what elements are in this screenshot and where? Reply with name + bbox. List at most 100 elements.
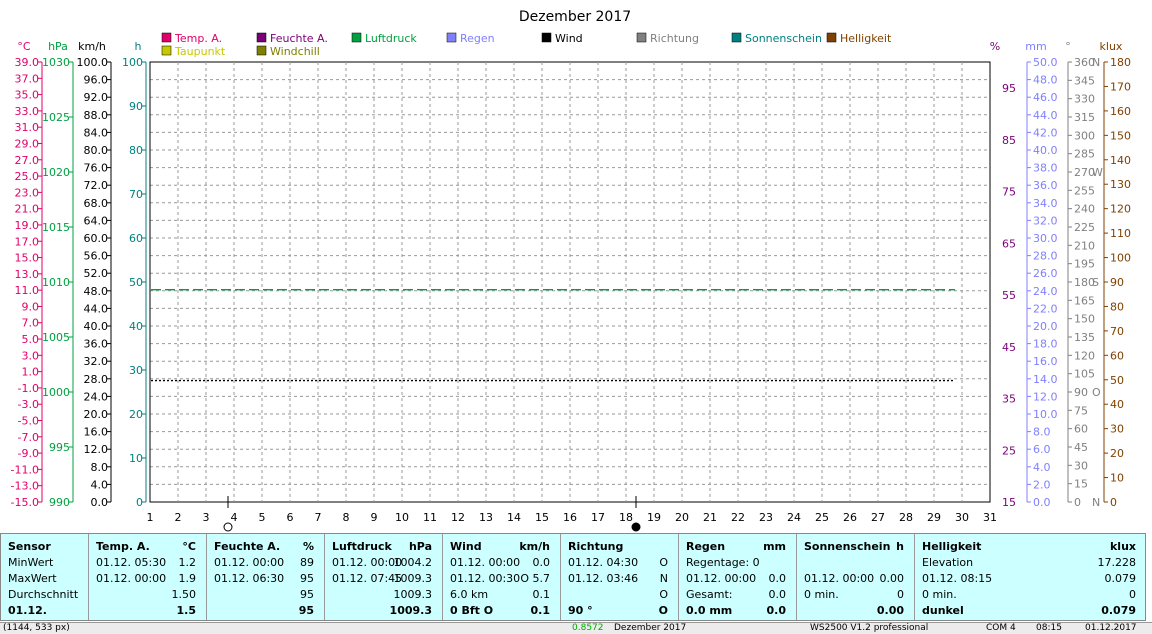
axis-unit-brightness: klux xyxy=(1100,40,1123,53)
axis-tick-label-brightness: 160 xyxy=(1110,105,1131,118)
stats-cell: 01.12. 06:30 xyxy=(214,572,285,585)
stats-column: Luftdruck hPa 01.12. 00:00 1004.2 01.12. 07:… xyxy=(325,534,443,620)
legend-label: Feuchte A. xyxy=(270,32,328,45)
legend-swatch xyxy=(351,32,362,43)
x-tick-label: 25 xyxy=(815,511,829,524)
stats-unit: km/h xyxy=(519,540,550,553)
axis-tick-label-wind: 64.0 xyxy=(84,214,109,227)
axis-cardinal-label: S xyxy=(1092,276,1099,289)
stats-value: 0.079 xyxy=(1104,572,1137,585)
axis-tick-label-brightness: 110 xyxy=(1110,227,1131,240)
x-tick-label: 20 xyxy=(675,511,689,524)
axis-tick-label-direction: 45 xyxy=(1074,441,1088,454)
stats-value: 1009.3 xyxy=(393,588,433,601)
legend-swatch xyxy=(256,45,267,56)
axis-tick-label-brightness: 120 xyxy=(1110,203,1131,216)
axis-tick-label-direction: 165 xyxy=(1074,294,1095,307)
axis-tick-label-direction: 90 xyxy=(1074,386,1088,399)
axis-tick-label-brightness: 150 xyxy=(1110,129,1131,142)
stats-cell: 01.12. 05:30 xyxy=(96,556,167,569)
axis-tick-label-humidity: 75 xyxy=(1002,186,1016,199)
axis-tick-label-temp: 3.0 xyxy=(22,349,40,362)
x-tick-label: 5 xyxy=(259,511,266,524)
axis-tick-label-rain: 40.0 xyxy=(1033,144,1058,157)
axis-tick-label-rain: 18.0 xyxy=(1033,338,1058,351)
axis-tick-label-rain: 22.0 xyxy=(1033,302,1058,315)
axis-tick-label-temp: 1.0 xyxy=(22,366,40,379)
axis-tick-label-rain: 46.0 xyxy=(1033,91,1058,104)
stats-header: Sensor xyxy=(8,540,51,553)
axis-cardinal-label: W xyxy=(1092,166,1103,179)
axis-tick-label-temp: 7.0 xyxy=(22,317,40,330)
stats-value: 89 xyxy=(300,556,314,569)
axis-tick-label-pressure: 1030 xyxy=(42,56,70,69)
axis-tick-label-brightness: 90 xyxy=(1110,276,1124,289)
stats-value: 0.0 xyxy=(532,556,551,569)
full-moon-icon xyxy=(223,522,233,532)
axis-tick-label-sun: 60 xyxy=(129,232,143,245)
legend-swatch xyxy=(161,45,172,56)
x-tick-label: 31 xyxy=(983,511,997,524)
axis-tick-label-sun: 70 xyxy=(129,188,143,201)
axis-tick-label-humidity: 15 xyxy=(1002,496,1016,509)
axis-tick-label-sun: 0 xyxy=(136,496,143,509)
axis-tick-label-temp: 33.0 xyxy=(15,105,40,118)
axis-tick-label-direction: 105 xyxy=(1074,368,1095,381)
stats-value: O xyxy=(658,604,668,617)
axis-unit-humidity: % xyxy=(990,40,1000,53)
axis-tick-label-wind: 84.0 xyxy=(84,126,109,139)
axis-tick-label-wind: 32.0 xyxy=(84,355,109,368)
stats-value: 1.9 xyxy=(178,572,197,585)
status-value: 0.8572 xyxy=(572,623,604,633)
stats-cell: MinWert xyxy=(8,556,54,569)
stats-cell: 0 Bft O xyxy=(450,604,494,617)
stats-cell: Elevation xyxy=(922,556,974,569)
x-tick-label: 21 xyxy=(703,511,717,524)
stats-value: 1.2 xyxy=(178,556,197,569)
stats-cell: 01.12. 08:15 xyxy=(922,572,993,585)
stats-value: 0 xyxy=(1129,588,1136,601)
axis-tick-label-temp: -3.0 xyxy=(18,398,39,411)
stats-cell: 01.12. 00:00 xyxy=(450,556,521,569)
axis-tick-label-wind: 100.0 xyxy=(77,56,109,69)
stats-cell: 01.12. 04:30 xyxy=(568,556,639,569)
axis-tick-label-direction: 120 xyxy=(1074,349,1095,362)
axis-tick-label-temp: -7.0 xyxy=(18,431,39,444)
x-tick-label: 26 xyxy=(843,511,857,524)
axis-tick-label-direction: 195 xyxy=(1074,258,1095,271)
axis-tick-label-wind: 80.0 xyxy=(84,144,109,157)
stats-header: Luftdruck xyxy=(332,540,392,553)
axis-tick-label-pressure: 1020 xyxy=(42,166,70,179)
x-tick-label: 11 xyxy=(423,511,437,524)
axis-tick-label-pressure: 1010 xyxy=(42,276,70,289)
axis-tick-label-sun: 50 xyxy=(129,276,143,289)
stats-cell: dunkel xyxy=(922,604,964,617)
axis-tick-label-rain: 50.0 xyxy=(1033,56,1058,69)
stats-value: 1009.3 xyxy=(393,572,433,585)
axis-tick-label-wind: 88.0 xyxy=(84,109,109,122)
axis-tick-label-temp: -15.0 xyxy=(11,496,39,509)
stats-header: Richtung xyxy=(568,540,624,553)
axis-tick-label-sun: 30 xyxy=(129,364,143,377)
axis-tick-label-temp: 31.0 xyxy=(15,121,40,134)
axis-tick-label-wind: 20.0 xyxy=(84,408,109,421)
axis-tick-label-brightness: 80 xyxy=(1110,300,1124,313)
stats-value: 95 xyxy=(300,588,314,601)
axis-tick-label-pressure: 1025 xyxy=(42,111,70,124)
axis-tick-label-direction: 60 xyxy=(1074,423,1088,436)
stats-cell: 01.12. 00:00 xyxy=(804,572,875,585)
axis-tick-label-rain: 42.0 xyxy=(1033,126,1058,139)
x-tick-label: 2 xyxy=(175,511,182,524)
status-time: 08:15 xyxy=(1036,623,1062,633)
axis-tick-label-direction: 330 xyxy=(1074,93,1095,106)
axis-tick-label-wind: 0.0 xyxy=(91,496,109,509)
axis-tick-label-brightness: 130 xyxy=(1110,178,1131,191)
new-moon-icon xyxy=(631,522,641,532)
axis-tick-label-direction: 180 xyxy=(1074,276,1095,289)
axis-tick-label-wind: 8.0 xyxy=(91,461,109,474)
axis-tick-label-humidity: 35 xyxy=(1002,393,1016,406)
stats-cell: 01.12. 00:00 xyxy=(686,572,757,585)
axis-tick-label-direction: 0 xyxy=(1074,496,1081,509)
legend-label: Wind xyxy=(555,32,583,45)
axis-tick-label-sun: 100 xyxy=(122,56,143,69)
